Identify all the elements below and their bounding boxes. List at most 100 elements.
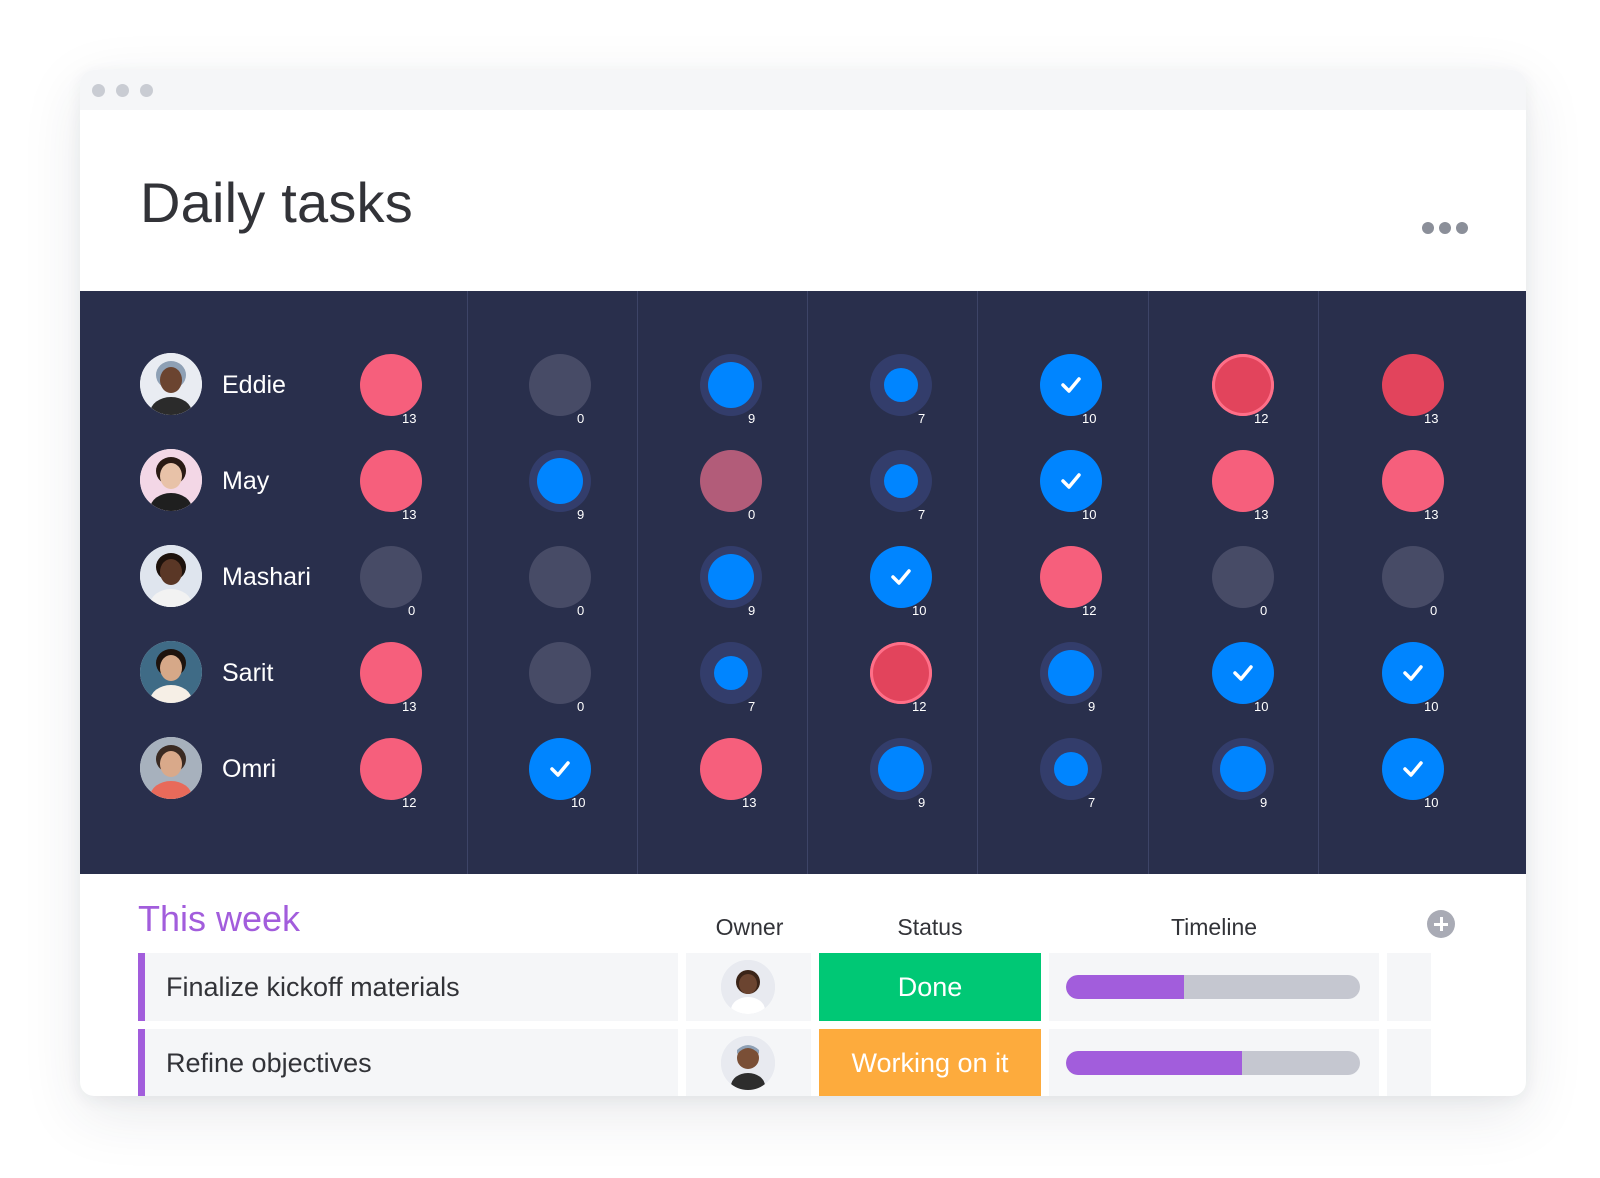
person-name: May — [222, 467, 270, 495]
column-header-status[interactable]: Status — [897, 914, 963, 940]
task-count: 0 — [577, 603, 585, 618]
day-status-cell[interactable]: 10 — [1030, 336, 1110, 434]
status-circle-blue — [870, 450, 932, 512]
day-status-cell[interactable]: 0 — [519, 528, 599, 626]
day-status-cell[interactable]: 7 — [690, 624, 770, 722]
task-count: 9 — [1260, 795, 1268, 810]
day-status-cell[interactable]: 13 — [690, 720, 770, 818]
item-name: Finalize kickoff materials — [166, 972, 460, 1002]
progress-dot — [537, 458, 583, 504]
task-count: 9 — [577, 507, 585, 522]
day-status-cell[interactable]: 0 — [519, 624, 599, 722]
day-status-cell[interactable]: 12 — [1202, 336, 1282, 434]
task-count: 13 — [402, 507, 417, 522]
task-count: 10 — [1254, 699, 1269, 714]
status-circle-red — [1040, 546, 1102, 608]
day-status-cell[interactable]: 9 — [1202, 720, 1282, 818]
more-options-icon[interactable] — [1422, 220, 1468, 236]
day-status-cell[interactable]: 12 — [860, 624, 940, 722]
day-status-cell[interactable]: 10 — [1202, 624, 1282, 722]
task-count: 7 — [918, 411, 926, 426]
day-status-cell[interactable]: 13 — [1372, 432, 1452, 530]
item-name-cell[interactable]: Finalize kickoff materials — [138, 953, 678, 1021]
check-icon — [1382, 642, 1444, 704]
day-status-cell[interactable]: 13 — [1202, 432, 1282, 530]
column-divider — [467, 291, 468, 874]
item-name-cell[interactable]: Refine objectives — [138, 1029, 678, 1096]
day-status-cell[interactable]: 12 — [1030, 528, 1110, 626]
task-count: 12 — [1254, 411, 1269, 426]
avatar — [721, 960, 775, 1014]
owner-cell[interactable] — [686, 953, 811, 1021]
day-status-cell[interactable]: 13 — [1372, 336, 1452, 434]
person-name: Mashari — [222, 563, 311, 591]
avatar[interactable] — [140, 545, 202, 607]
day-status-cell[interactable]: 0 — [1202, 528, 1282, 626]
avatar[interactable] — [140, 353, 202, 415]
day-status-cell[interactable]: 0 — [1372, 528, 1452, 626]
avatar[interactable] — [140, 449, 202, 511]
page-title: Daily tasks — [140, 171, 413, 234]
day-status-cell[interactable]: 10 — [1372, 624, 1452, 722]
task-count: 13 — [1254, 507, 1269, 522]
day-status-cell[interactable]: 7 — [860, 432, 940, 530]
status-circle-empty — [1212, 546, 1274, 608]
window-dot-icon[interactable] — [116, 84, 129, 97]
day-status-cell[interactable]: 10 — [1030, 432, 1110, 530]
task-count: 7 — [748, 699, 756, 714]
day-status-cell[interactable]: 0 — [519, 336, 599, 434]
column-header-owner[interactable]: Owner — [715, 914, 784, 940]
person-row: May 13 9 0 7 10 13 13 — [80, 432, 1526, 530]
day-status-cell[interactable]: 0 — [690, 432, 770, 530]
progress-dot — [708, 362, 754, 408]
status-circle-blue — [700, 546, 762, 608]
window-dot-icon[interactable] — [92, 84, 105, 97]
table-row[interactable]: Refine objectives Working on it — [138, 1029, 1468, 1096]
day-status-cell[interactable]: 0 — [350, 528, 430, 626]
status-cell[interactable]: Done — [819, 953, 1041, 1021]
day-status-cell[interactable]: 7 — [860, 336, 940, 434]
avatar[interactable] — [140, 737, 202, 799]
day-status-cell[interactable]: 9 — [690, 528, 770, 626]
timeline-fill — [1066, 975, 1184, 999]
task-count: 7 — [918, 507, 926, 522]
day-status-cell[interactable]: 10 — [519, 720, 599, 818]
day-status-cell[interactable]: 10 — [860, 528, 940, 626]
person-row: Mashari 0 0 9 10 12 0 0 — [80, 528, 1526, 626]
day-status-cell[interactable]: 9 — [690, 336, 770, 434]
person-name: Sarit — [222, 659, 274, 687]
day-status-cell[interactable]: 12 — [350, 720, 430, 818]
day-status-cell[interactable]: 10 — [1372, 720, 1452, 818]
timeline-bar — [1066, 1051, 1360, 1075]
status-circle-red — [360, 354, 422, 416]
day-status-cell[interactable]: 9 — [1030, 624, 1110, 722]
check-icon — [1040, 450, 1102, 512]
status-cell[interactable]: Working on it — [819, 1029, 1041, 1096]
status-circle-blue — [1040, 642, 1102, 704]
group-title[interactable]: This week — [138, 898, 301, 939]
task-count: 9 — [748, 411, 756, 426]
table-row[interactable]: Finalize kickoff materials Done — [138, 953, 1468, 1021]
task-count: 10 — [1424, 699, 1439, 714]
day-status-cell[interactable]: 9 — [860, 720, 940, 818]
task-count: 7 — [1088, 795, 1096, 810]
timeline-cell[interactable] — [1049, 1029, 1379, 1096]
timeline-cell[interactable] — [1049, 953, 1379, 1021]
empty-cell — [1387, 953, 1431, 1021]
column-header-timeline[interactable]: Timeline — [1170, 914, 1258, 940]
status-circle-blue — [1040, 738, 1102, 800]
avatar[interactable] — [140, 641, 202, 703]
day-status-cell[interactable]: 7 — [1030, 720, 1110, 818]
day-status-cell[interactable]: 13 — [350, 624, 430, 722]
day-status-cell[interactable]: 9 — [519, 432, 599, 530]
day-status-cell[interactable]: 13 — [350, 432, 430, 530]
timeline-fill — [1066, 1051, 1243, 1075]
board-header: Daily tasks — [80, 110, 1526, 291]
day-status-cell[interactable]: 13 — [350, 336, 430, 434]
owner-cell[interactable] — [686, 1029, 811, 1096]
progress-dot — [1054, 752, 1088, 786]
status-circle-empty — [529, 642, 591, 704]
window-dot-icon[interactable] — [140, 84, 153, 97]
column-divider — [1318, 291, 1319, 874]
add-column-icon[interactable] — [1427, 910, 1455, 938]
